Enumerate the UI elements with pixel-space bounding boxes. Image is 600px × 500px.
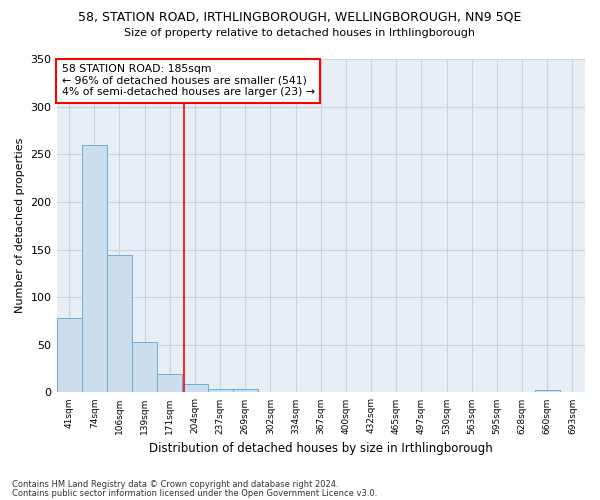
Text: 58, STATION ROAD, IRTHLINGBOROUGH, WELLINGBOROUGH, NN9 5QE: 58, STATION ROAD, IRTHLINGBOROUGH, WELLI…: [79, 10, 521, 23]
Bar: [107, 255, 132, 392]
Bar: [233, 388, 258, 392]
Text: Size of property relative to detached houses in Irthlingborough: Size of property relative to detached ho…: [125, 28, 476, 38]
Bar: [132, 342, 157, 392]
Bar: [157, 374, 182, 392]
Bar: [182, 384, 208, 392]
Bar: [535, 390, 560, 392]
Bar: [82, 144, 107, 392]
Y-axis label: Number of detached properties: Number of detached properties: [15, 138, 25, 314]
Text: Contains HM Land Registry data © Crown copyright and database right 2024.: Contains HM Land Registry data © Crown c…: [12, 480, 338, 489]
Text: Contains public sector information licensed under the Open Government Licence v3: Contains public sector information licen…: [12, 489, 377, 498]
Bar: [56, 318, 82, 392]
Bar: [208, 388, 233, 392]
X-axis label: Distribution of detached houses by size in Irthlingborough: Distribution of detached houses by size …: [149, 442, 493, 455]
Text: 58 STATION ROAD: 185sqm
← 96% of detached houses are smaller (541)
4% of semi-de: 58 STATION ROAD: 185sqm ← 96% of detache…: [62, 64, 315, 97]
